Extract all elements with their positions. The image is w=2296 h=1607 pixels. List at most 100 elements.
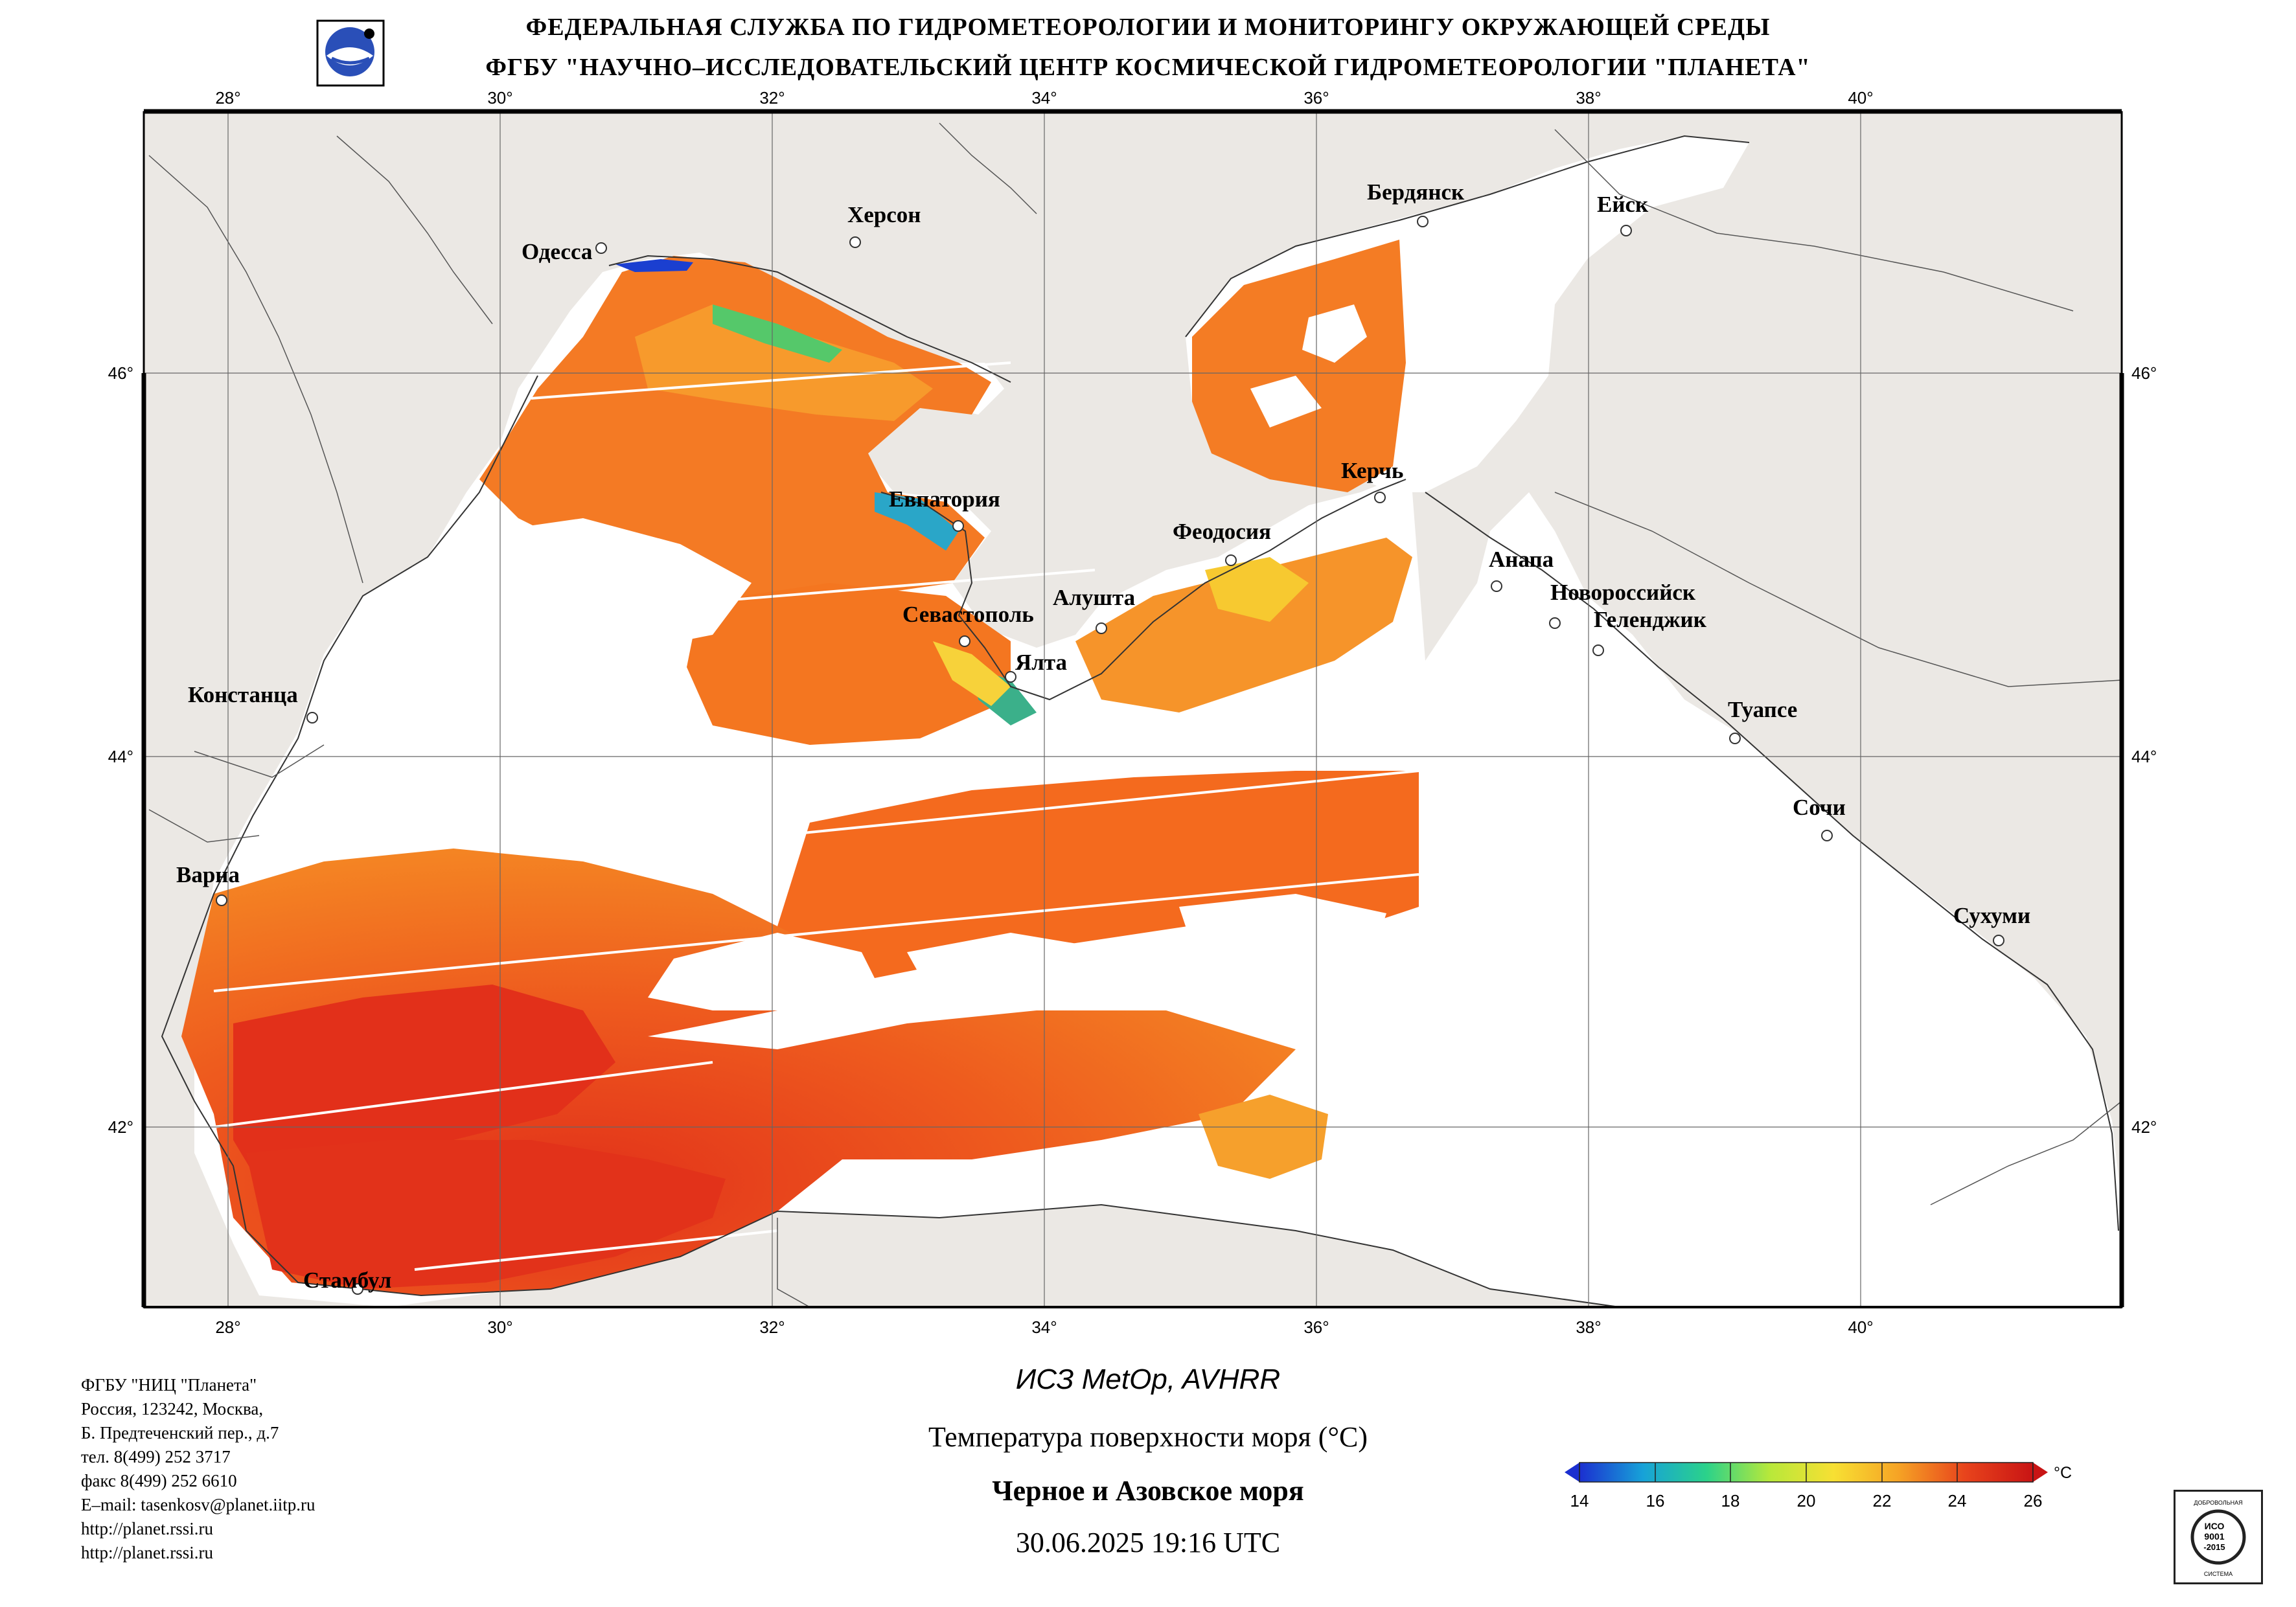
svg-text:30°: 30° [487,1317,512,1337]
address-line: http://planet.rssi.ru [81,1543,213,1562]
caption-satellite: ИСЗ MetOp, AVHRR [1015,1363,1281,1395]
caption-region: Черное и Азовское моря [992,1475,1304,1507]
city-label: Туапсе [1728,697,1797,722]
city-label: Евпатория [889,486,1000,512]
address-line: факс 8(499) 252 6610 [81,1471,237,1490]
svg-text:36°: 36° [1303,1317,1329,1337]
city-label: Керчь [1341,458,1403,483]
cloud-patch [1250,376,1322,427]
city-label: Херсон [847,202,921,227]
svg-text:ДОБРОВОЛЬНАЯ: ДОБРОВОЛЬНАЯ [2194,1499,2242,1506]
lon-labels-bottom: 28° 30° 32° 34° 36° 38° 40° [215,1317,1873,1337]
lat-labels-left: 46° 44° 42° [108,363,133,1137]
city-labels: Одесса Херсон Бердянск Ейск Керчь Евпато… [176,179,2030,1293]
borders-rivers [148,122,2122,1307]
city-markers [216,216,2004,1295]
sst-nw-shelf [479,256,991,602]
svg-text:42°: 42° [108,1117,133,1137]
coastlines [161,135,2119,1307]
city-label: Анапа [1489,547,1554,572]
header-line-1: ФЕДЕРАЛЬНАЯ СЛУЖБА ПО ГИДРОМЕТЕОРОЛОГИИ … [525,14,1771,41]
city-label: Алушта [1053,585,1135,610]
cool-coastal-odesa [615,259,693,272]
svg-text:38°: 38° [1576,88,1601,108]
lon-labels-top: 28° 30° 32° 34° 36° 38° 40° [215,88,1873,108]
city-label: Констанца [188,682,298,707]
cool-coastal-karkinit [713,304,842,363]
svg-text:28°: 28° [215,88,240,108]
colorbar-tick-label: 22 [1872,1491,1892,1510]
address-line: тел. 8(499) 252 3717 [81,1447,231,1466]
cloud-patch [648,933,881,1010]
city-label: Новороссийск [1550,580,1696,605]
svg-text:46°: 46° [108,363,133,383]
svg-text:44°: 44° [108,747,133,766]
cool-coastal-evpatoria [875,492,959,551]
city-label: Сочи [1793,795,1846,820]
sst-southeast-patch [1199,1095,1328,1179]
svg-text:-2015: -2015 [2203,1542,2225,1552]
svg-text:ИСО: ИСО [2205,1521,2225,1531]
colorbar-tick-label: 16 [1646,1491,1665,1510]
svg-text:46°: 46° [2131,363,2157,383]
city-label: Одесса [522,239,592,264]
svg-text:30°: 30° [487,88,512,108]
svg-text:38°: 38° [1576,1317,1601,1337]
city-label: Стамбул [303,1268,391,1293]
svg-text:32°: 32° [759,88,785,108]
colorbar-unit: °С [2054,1464,2072,1482]
svg-text:44°: 44° [2131,747,2157,766]
header-line-2: ФГБУ "НАУЧНО–ИССЛЕДОВАТЕЛЬСКИЙ ЦЕНТР КОС… [485,54,1811,81]
caption-datetime: 30.06.2025 19:16 UTC [1015,1527,1281,1558]
city-label: Сухуми [1953,903,2030,928]
city-label: Ялта [1015,650,1067,675]
cloud-patch [907,933,1088,1010]
svg-text:32°: 32° [759,1317,785,1337]
svg-text:36°: 36° [1303,88,1329,108]
sst-azov [1192,240,1406,492]
sst-south-turkey-coast [246,1140,726,1289]
cloud-patch [466,518,752,687]
svg-text:40°: 40° [1848,1317,1873,1337]
cloud-patch [298,700,803,861]
colorbar-tick-label: 18 [1721,1491,1740,1510]
city-label: Геленджик [1594,607,1707,632]
colorbar-tick-label: 26 [2023,1491,2043,1510]
address-line: Б. Предтеченский пер., д.7 [81,1423,279,1442]
svg-text:34°: 34° [1031,1317,1057,1337]
colorbar-tick-label: 24 [1947,1491,1967,1510]
svg-text:42°: 42° [2131,1117,2157,1137]
sst-nw-shelf-inner [635,304,933,421]
cloud-patch [1179,894,1386,959]
colorbar-tick-label: 14 [1570,1491,1589,1510]
svg-text:34°: 34° [1031,88,1057,108]
caption-parameter: Температура поверхности моря (°С) [928,1421,1368,1453]
address-block: ФГБУ "НИЦ "Планета" Россия, 123242, Моск… [81,1373,316,1565]
svg-text:40°: 40° [1848,88,1873,108]
svg-text:28°: 28° [215,1317,240,1337]
svg-text:9001: 9001 [2204,1531,2224,1542]
sst-east-crimea [1075,538,1412,712]
map-frame [141,109,2124,1308]
lat-labels-right: 46° 44° 42° [2131,363,2157,1137]
sst-central-west [687,583,1011,745]
address-line: ФГБУ "НИЦ "Планета" [81,1375,257,1395]
city-label: Феодосия [1173,519,1271,544]
address-line: Россия, 123242, Москва, [81,1399,264,1419]
planeta-logo [316,19,385,87]
swath-lines [213,361,1419,1271]
sst-central-band [777,771,1419,985]
address-line: http://planet.rssi.ru [81,1519,213,1538]
warm-yellow-sebastopol [933,641,1011,706]
city-label: Бердянск [1367,179,1465,205]
colorbar-tick-label: 20 [1797,1491,1816,1510]
city-label: Ейск [1597,192,1649,217]
colorbar [1565,1462,2048,1483]
iso-certification-badge: ДОБРОВОЛЬНАЯ ИСО 9001 -2015 СИСТЕМА [2174,1490,2263,1584]
city-label: Варна [176,862,240,887]
graticule [144,112,2122,1307]
address-line: E–mail: tasenkosv@planet.iitp.ru [81,1495,316,1514]
city-label: Севастополь [902,602,1034,627]
cloud-patch [1302,304,1367,363]
